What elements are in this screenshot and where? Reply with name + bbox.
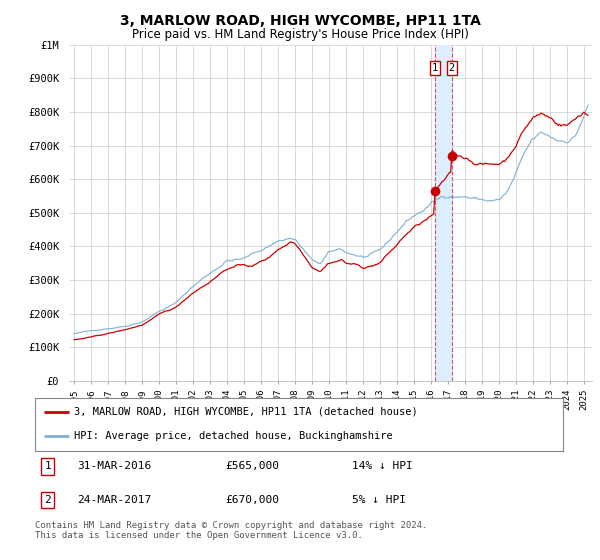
Text: HPI: Average price, detached house, Buckinghamshire: HPI: Average price, detached house, Buck…	[74, 431, 393, 441]
Text: 24-MAR-2017: 24-MAR-2017	[77, 495, 151, 505]
Bar	[435, 45, 452, 381]
Text: 3, MARLOW ROAD, HIGH WYCOMBE, HP11 1TA: 3, MARLOW ROAD, HIGH WYCOMBE, HP11 1TA	[119, 14, 481, 28]
Text: 3, MARLOW ROAD, HIGH WYCOMBE, HP11 1TA (detached house): 3, MARLOW ROAD, HIGH WYCOMBE, HP11 1TA (…	[74, 407, 418, 417]
Text: £565,000: £565,000	[225, 461, 279, 472]
Text: 5% ↓ HPI: 5% ↓ HPI	[352, 495, 406, 505]
Text: 2: 2	[44, 495, 51, 505]
Text: 14% ↓ HPI: 14% ↓ HPI	[352, 461, 412, 472]
Text: Price paid vs. HM Land Registry's House Price Index (HPI): Price paid vs. HM Land Registry's House …	[131, 28, 469, 41]
Text: 1: 1	[432, 63, 438, 73]
Text: 1: 1	[44, 461, 51, 472]
Text: 2: 2	[449, 63, 455, 73]
Text: £670,000: £670,000	[225, 495, 279, 505]
Text: Contains HM Land Registry data © Crown copyright and database right 2024.
This d: Contains HM Land Registry data © Crown c…	[35, 521, 427, 540]
Text: 31-MAR-2016: 31-MAR-2016	[77, 461, 151, 472]
